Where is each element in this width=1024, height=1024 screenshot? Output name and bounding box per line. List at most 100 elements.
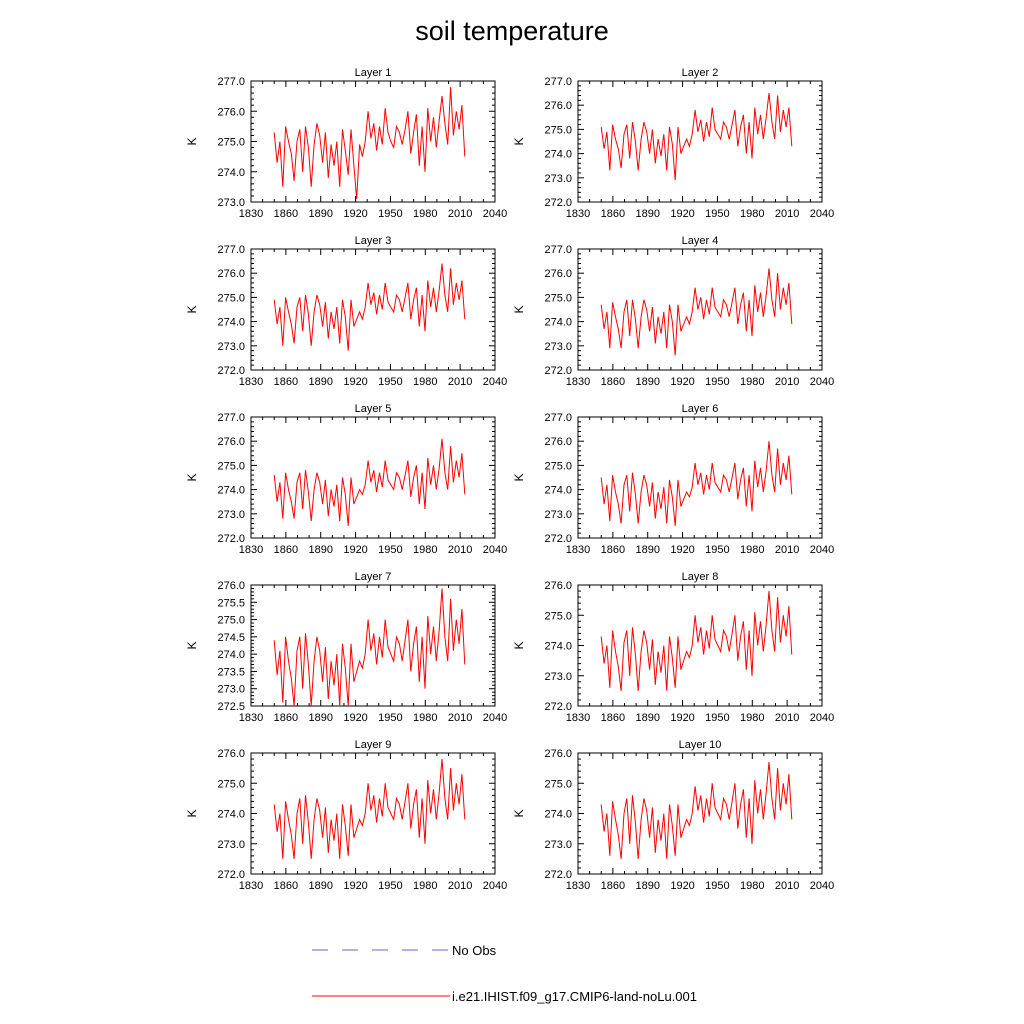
x-tick-label: 1920 xyxy=(343,208,367,220)
x-tick-label: 1980 xyxy=(413,544,437,556)
x-tick-label: 1980 xyxy=(740,376,764,388)
x-tick-label: 1980 xyxy=(740,544,764,556)
x-tick-label: 1860 xyxy=(274,880,298,892)
panel-title: Layer 10 xyxy=(679,739,722,751)
y-tick-label: 273.0 xyxy=(217,197,245,209)
chart-panel-4: Layer 4 K 1830 1860 1890 1920 1950 1980 2010 2040… xyxy=(512,235,834,388)
y-tick-label: 277.0 xyxy=(544,412,572,424)
x-tick-label: 2010 xyxy=(775,376,799,388)
x-tick-label: 2010 xyxy=(775,880,799,892)
y-axis-label: K xyxy=(512,137,526,145)
y-tick-label: 273.0 xyxy=(544,173,572,185)
y-tick-label: 277.0 xyxy=(217,412,245,424)
x-tick-label: 2040 xyxy=(810,712,834,724)
y-tick-label: 274.0 xyxy=(217,485,245,497)
y-tick-label: 272.0 xyxy=(544,869,572,881)
x-tick-label: 1950 xyxy=(378,208,402,220)
x-tick-label: 2010 xyxy=(448,544,472,556)
x-tick-label: 1980 xyxy=(740,880,764,892)
x-tick-label: 1920 xyxy=(670,544,694,556)
x-tick-label: 1980 xyxy=(740,712,764,724)
x-tick-label: 1980 xyxy=(413,208,437,220)
series-line xyxy=(600,590,793,691)
x-tick-label: 2010 xyxy=(448,376,472,388)
y-tick-label: 277.0 xyxy=(217,76,245,88)
y-tick-label: 273.0 xyxy=(544,839,572,851)
y-axis-label: K xyxy=(185,473,199,481)
plot-frame xyxy=(577,248,823,371)
y-tick-label: 274.0 xyxy=(544,149,572,161)
panel-title: Layer 9 xyxy=(355,739,392,751)
x-tick-label: 1860 xyxy=(601,712,625,724)
y-tick-label: 273.5 xyxy=(217,666,245,678)
plot-frame xyxy=(250,80,496,203)
x-tick-label: 1950 xyxy=(378,880,402,892)
x-tick-label: 1860 xyxy=(601,544,625,556)
x-tick-label: 2040 xyxy=(483,712,507,724)
x-tick-label: 1830 xyxy=(566,208,590,220)
series-line xyxy=(273,263,466,351)
series-line xyxy=(600,441,793,526)
y-tick-label: 272.0 xyxy=(544,365,572,377)
panel-title: Layer 8 xyxy=(682,571,719,583)
y-axis-label: K xyxy=(512,473,526,481)
x-tick-label: 2010 xyxy=(775,208,799,220)
x-tick-label: 1920 xyxy=(343,376,367,388)
x-tick-label: 1950 xyxy=(378,376,402,388)
y-tick-label: 275.0 xyxy=(544,124,572,136)
y-tick-label: 273.0 xyxy=(544,671,572,683)
y-tick-label: 275.0 xyxy=(544,460,572,472)
chart-panels: Layer 1 K 1830 1860 1890 1920 1950 1980 2010 2040… xyxy=(185,67,834,892)
x-tick-label: 1890 xyxy=(308,376,332,388)
y-tick-label: 277.0 xyxy=(217,244,245,256)
plot-frame xyxy=(577,80,823,203)
plot-frame xyxy=(250,584,496,707)
y-tick-label: 272.5 xyxy=(217,701,245,713)
chart-panel-2: Layer 2 K 1830 1860 1890 1920 1950 1980 2010 2040… xyxy=(512,67,834,220)
y-tick-label: 275.0 xyxy=(544,778,572,790)
x-tick-label: 1950 xyxy=(705,376,729,388)
x-tick-label: 1830 xyxy=(239,880,263,892)
y-axis-label: K xyxy=(185,305,199,313)
y-tick-label: 275.5 xyxy=(217,597,245,609)
y-axis-label: K xyxy=(512,641,526,649)
x-tick-label: 2040 xyxy=(810,376,834,388)
x-tick-label: 1980 xyxy=(413,880,437,892)
x-tick-label: 1830 xyxy=(566,544,590,556)
y-tick-label: 274.0 xyxy=(544,317,572,329)
panel-title: Layer 6 xyxy=(682,403,719,415)
y-tick-label: 276.0 xyxy=(217,580,245,592)
x-tick-label: 1890 xyxy=(635,208,659,220)
plot-frame xyxy=(250,248,496,371)
x-tick-label: 1920 xyxy=(343,712,367,724)
x-tick-label: 1890 xyxy=(635,880,659,892)
y-tick-label: 273.0 xyxy=(217,684,245,696)
x-tick-label: 1890 xyxy=(308,208,332,220)
x-tick-label: 1950 xyxy=(705,208,729,220)
y-axis-label: K xyxy=(512,809,526,817)
y-tick-label: 273.0 xyxy=(217,341,245,353)
plot-frame xyxy=(577,416,823,539)
x-tick-label: 1920 xyxy=(343,544,367,556)
x-tick-label: 1920 xyxy=(670,880,694,892)
y-tick-label: 275.0 xyxy=(544,292,572,304)
y-tick-label: 275.0 xyxy=(217,615,245,627)
x-tick-label: 1890 xyxy=(635,712,659,724)
panel-title: Layer 2 xyxy=(682,67,719,79)
y-axis-label: K xyxy=(185,641,199,649)
x-tick-label: 1950 xyxy=(378,712,402,724)
y-tick-label: 275.0 xyxy=(217,292,245,304)
series-line xyxy=(600,762,793,859)
y-tick-label: 277.0 xyxy=(544,244,572,256)
y-tick-label: 272.0 xyxy=(544,533,572,545)
chart-panel-5: Layer 5 K 1830 1860 1890 1920 1950 1980 2010 2040… xyxy=(185,403,507,556)
x-tick-label: 1860 xyxy=(601,376,625,388)
x-tick-label: 1860 xyxy=(601,208,625,220)
figure-title: soil temperature xyxy=(415,16,609,46)
panel-title: Layer 7 xyxy=(355,571,392,583)
y-tick-label: 274.0 xyxy=(217,317,245,329)
y-tick-label: 273.0 xyxy=(544,509,572,521)
y-tick-label: 276.0 xyxy=(217,436,245,448)
y-axis-label: K xyxy=(512,305,526,313)
